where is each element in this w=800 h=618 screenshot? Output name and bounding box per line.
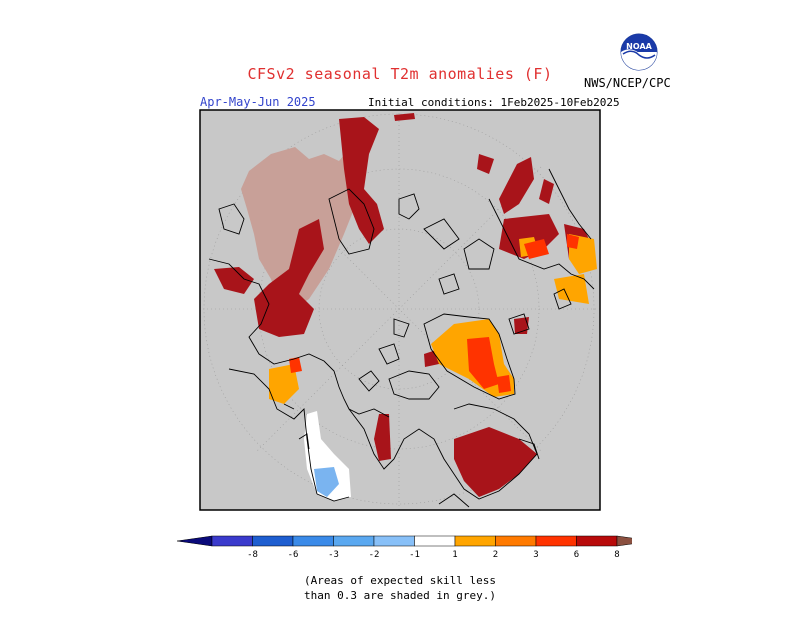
agency-label: NWS/NCEP/CPC: [584, 76, 671, 90]
colorbar-tick-label: -3: [328, 550, 339, 560]
colorbar-tick-label: -2: [369, 550, 380, 560]
noaa-logo-text: NOAA: [626, 42, 652, 51]
colorbar-box: [373, 535, 415, 547]
colorbar-tick-label: -8: [247, 550, 258, 560]
polar-map: [199, 109, 601, 511]
colorbar-box: [292, 535, 334, 547]
colorbar-box: [454, 535, 496, 547]
map-svg: [199, 109, 601, 511]
colorbar-legend: -8 -6 -3 -2 -1 1 2 3 6 8: [172, 530, 654, 570]
colorbar-box: [211, 535, 253, 547]
colorbar-box: [252, 535, 294, 547]
colorbar-tick-label: 2: [493, 550, 498, 560]
colorbar-box: [414, 535, 456, 547]
skill-note-line1: (Areas of expected skill less: [303, 574, 497, 587]
colorbar-box: [495, 535, 537, 547]
colorbar-tick-label: 1: [452, 550, 457, 560]
forecast-period: Apr-May-Jun 2025: [200, 95, 316, 109]
initial-conditions: Initial conditions: 1Feb2025-10Feb2025: [368, 96, 620, 109]
colorbar-arrow-left: [176, 535, 213, 547]
skill-note: (Areas of expected skill less than 0.3 a…: [0, 573, 800, 603]
colorbar-tick-label: -6: [288, 550, 299, 560]
colorbar-tick-label: 6: [574, 550, 579, 560]
skill-note-line2: than 0.3 are shaded in grey.): [303, 589, 497, 602]
noaa-logo-icon: NOAA: [620, 33, 658, 71]
colorbar-tick-label: 3: [533, 550, 538, 560]
colorbar-box: [535, 535, 577, 547]
colorbar-svg: -8 -6 -3 -2 -1 1 2 3 6 8: [176, 535, 654, 560]
colorbar-tick-label: 8: [614, 550, 619, 560]
colorbar-box: [333, 535, 375, 547]
map-frame: [199, 109, 601, 511]
anomaly-red-regions: [289, 234, 579, 393]
anomaly-tan-region: [241, 147, 359, 309]
chart-title: CFSv2 seasonal T2m anomalies (F): [247, 65, 553, 83]
anomaly-blue-region: [314, 467, 339, 497]
colorbar-tick-label: -1: [409, 550, 420, 560]
colorbar-arrow-right: [616, 535, 654, 547]
graticule: [200, 110, 600, 510]
coastlines: [208, 168, 595, 508]
colorbar-box: [576, 535, 618, 547]
